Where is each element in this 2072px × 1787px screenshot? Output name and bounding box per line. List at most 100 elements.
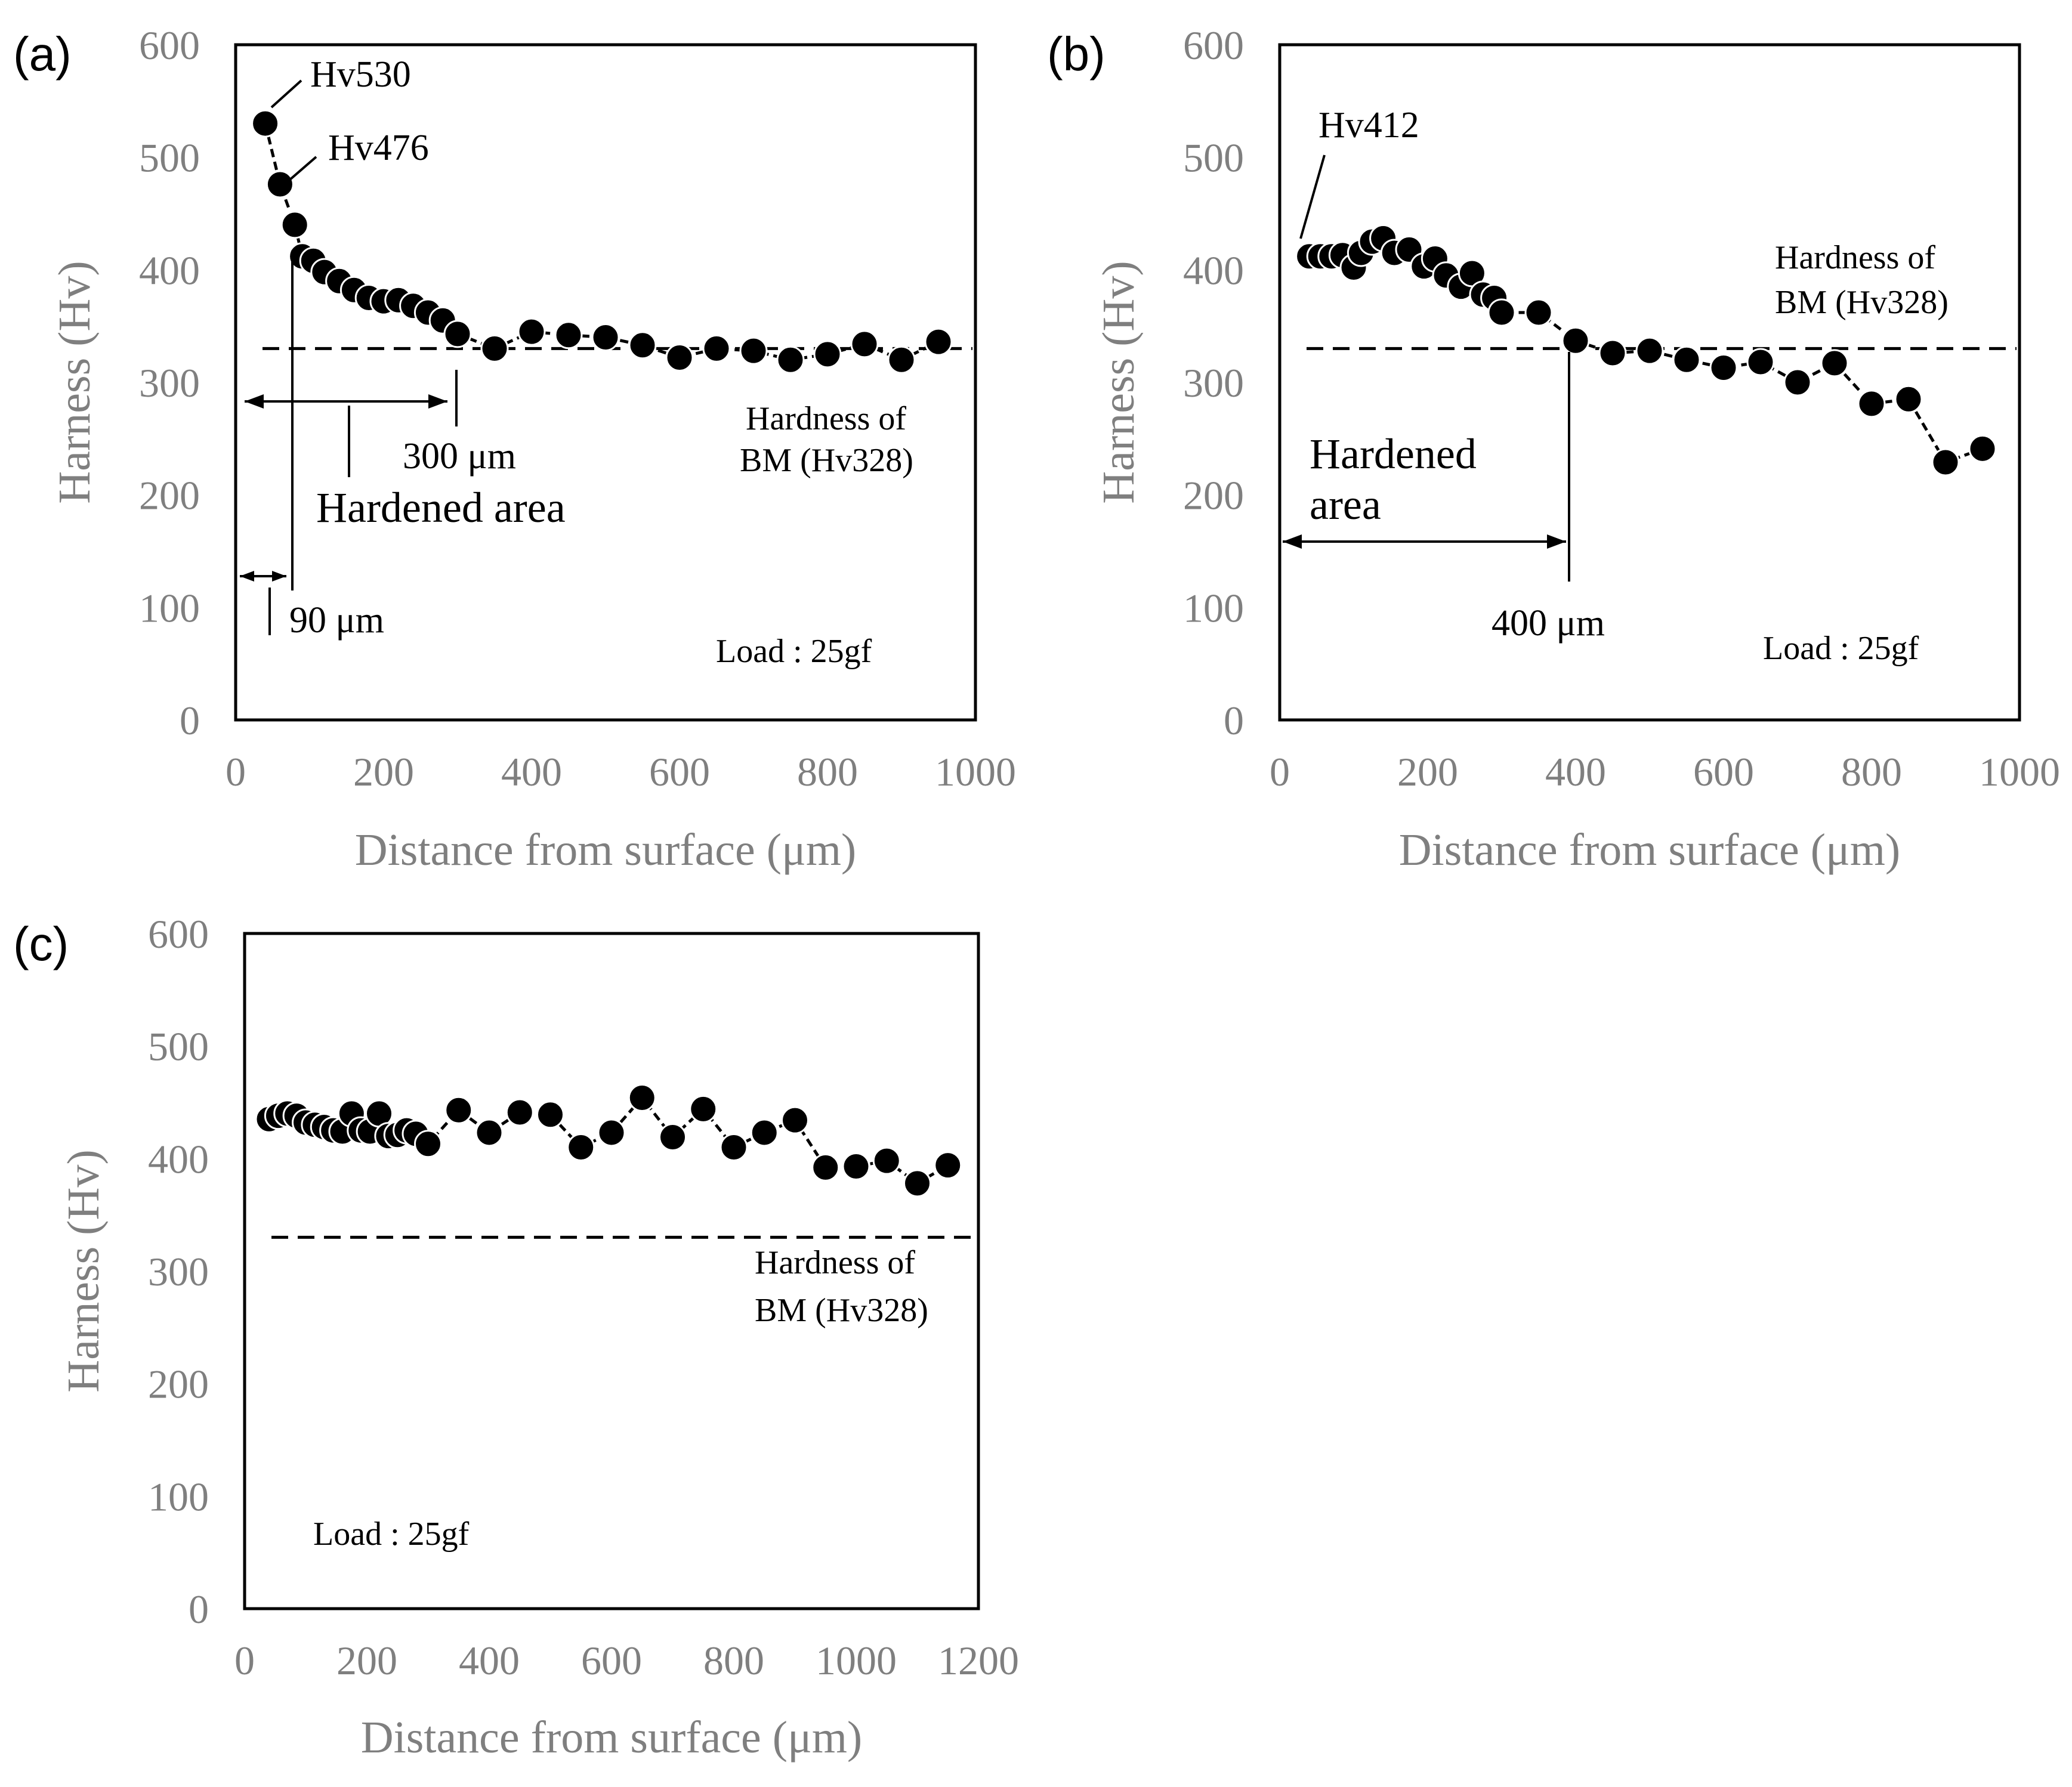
data-point [1931, 448, 1960, 477]
data-point [811, 1153, 840, 1182]
y-tick-labels-a: 0 100 200 300 400 500 600 [139, 23, 200, 743]
data-point [720, 1133, 748, 1161]
x-tick-label: 0 [234, 1638, 255, 1683]
data-point [628, 331, 657, 360]
x-tick-label: 200 [353, 749, 414, 794]
x-tick-label: 800 [797, 749, 858, 794]
data-point [567, 1133, 595, 1161]
data-point [1894, 385, 1923, 413]
data-point [505, 1098, 534, 1127]
x-tick-label: 800 [1841, 749, 1902, 794]
annotation-400um: 400 μm [1492, 603, 1605, 644]
panel-b: (b) 0 100 200 300 400 500 600 0 200 400 600 800 100… [1047, 23, 2060, 875]
x-axis-label-a: Distance from surface (μm) [355, 825, 857, 875]
data-point [739, 336, 768, 365]
x-tick-label: 400 [1545, 749, 1606, 794]
y-tick-label: 500 [1183, 135, 1244, 181]
y-tick-label: 0 [189, 1587, 209, 1632]
data-point [1672, 345, 1701, 374]
data-point [475, 1118, 504, 1147]
data-point [1709, 353, 1738, 382]
annotation-90um: 90 μm [289, 600, 384, 641]
x-tick-label: 600 [649, 749, 710, 794]
x-axis-label-b: Distance from surface (μm) [1399, 825, 1901, 875]
plot-area-c [243, 932, 980, 1610]
data-point [659, 1123, 687, 1151]
y-axis-label-a: Harness (Hv) [50, 261, 100, 503]
annotation-hardened-b-line2: area [1310, 481, 1381, 528]
x-tick-labels-a: 0 200 400 600 800 1000 [226, 749, 1016, 794]
x-tick-label: 800 [703, 1638, 764, 1683]
y-tick-label: 300 [148, 1249, 209, 1294]
data-point [251, 109, 280, 138]
x-tick-label: 0 [226, 749, 246, 794]
bm-label-line1-a: Hardness of [746, 400, 906, 437]
data-point [554, 321, 583, 350]
panel-label-b: (b) [1047, 27, 1106, 81]
x-tick-label: 1000 [816, 1638, 897, 1683]
plot-area-b [1278, 43, 2021, 722]
y-tick-label: 0 [180, 698, 200, 743]
y-tick-label: 400 [139, 248, 200, 293]
panel-label-c: (c) [13, 917, 69, 970]
arrow-400um-right-head [1547, 534, 1566, 549]
x-tick-label: 200 [1397, 749, 1458, 794]
y-tick-label: 200 [148, 1362, 209, 1407]
plot-area-a [234, 43, 977, 722]
data-point [1783, 368, 1812, 397]
bm-label-line2-c: BM (Hv328) [755, 1292, 928, 1329]
data-point [887, 345, 916, 374]
leader-line-hv412 [1299, 154, 1326, 239]
y-tick-label: 400 [1183, 248, 1244, 293]
data-point [414, 1130, 442, 1158]
panel-c: (c) 0 100 200 300 400 500 600 0 200 400 600 800 100… [13, 911, 1019, 1763]
data-series-b [1295, 224, 1997, 477]
data-point [1820, 349, 1849, 378]
panel-a: (a) 0 100 200 300 400 500 600 0 200 400 600 800 100… [13, 23, 1016, 875]
data-series-a [251, 109, 953, 374]
arrow-300um-left-head [245, 394, 264, 409]
y-axis-label-c: Harness (Hv) [58, 1149, 109, 1392]
y-tick-label: 200 [139, 473, 200, 518]
data-point [536, 1100, 564, 1129]
y-tick-label: 600 [139, 23, 200, 68]
x-tick-label: 600 [1693, 749, 1754, 794]
data-point [781, 1106, 809, 1134]
y-axis-label-b: Harness (Hv) [1094, 261, 1144, 503]
data-point [591, 323, 620, 352]
data-point [517, 317, 546, 346]
leader-line-hv476 [288, 156, 317, 181]
x-tick-labels-b: 0 200 400 600 800 1000 [1270, 749, 2060, 794]
y-tick-label: 100 [139, 585, 200, 630]
y-tick-label: 600 [1183, 23, 1244, 68]
data-point [665, 343, 694, 372]
y-tick-label: 0 [1224, 698, 1244, 743]
y-tick-labels-b: 0 100 200 300 400 500 600 [1183, 23, 1244, 743]
data-point [850, 330, 879, 358]
y-tick-label: 300 [139, 360, 200, 406]
y-tick-label: 100 [148, 1474, 209, 1519]
x-tick-label: 400 [459, 1638, 520, 1683]
load-label-c: Load : 25gf [313, 1516, 470, 1553]
arrow-300um-right-head [428, 394, 447, 409]
bm-label-line2-b: BM (Hv328) [1775, 284, 1949, 321]
x-tick-label: 1200 [938, 1638, 1019, 1683]
data-point [842, 1152, 870, 1181]
x-tick-labels-c: 0 200 400 600 800 1000 1200 [234, 1638, 1019, 1683]
annotation-hv530: Hv530 [310, 54, 411, 95]
data-point [280, 211, 309, 239]
x-tick-label: 600 [581, 1638, 642, 1683]
annotation-hv412: Hv412 [1318, 105, 1419, 146]
data-point [628, 1083, 656, 1112]
annotation-hv476: Hv476 [328, 128, 429, 168]
y-tick-label: 500 [139, 135, 200, 181]
data-point [443, 320, 472, 348]
y-tick-label: 300 [1183, 360, 1244, 406]
data-series-c [255, 1083, 962, 1198]
y-tick-label: 100 [1183, 585, 1244, 630]
data-point [1487, 298, 1516, 327]
leader-line-hv530 [270, 79, 302, 109]
x-tick-label: 1000 [935, 749, 1016, 794]
data-point [1524, 298, 1553, 327]
